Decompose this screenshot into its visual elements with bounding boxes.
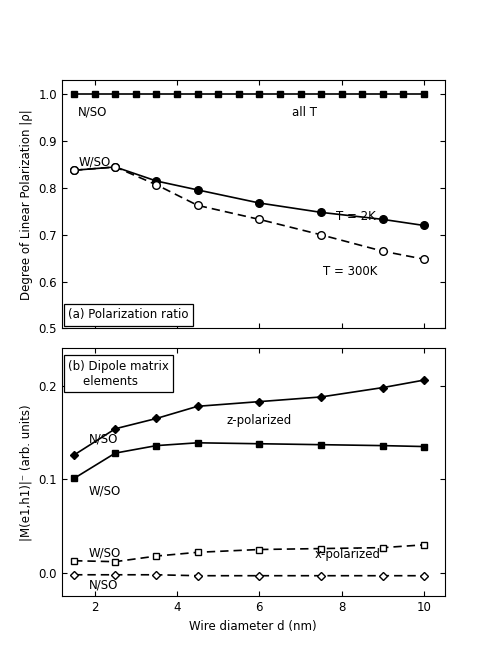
Text: (a) Polarization ratio: (a) Polarization ratio — [68, 308, 188, 322]
Text: W/SO: W/SO — [88, 484, 121, 497]
X-axis label: Wire diameter d (nm): Wire diameter d (nm) — [189, 620, 317, 632]
Text: all T: all T — [292, 106, 317, 119]
Text: N/SO: N/SO — [78, 106, 108, 119]
Text: W/SO: W/SO — [78, 155, 111, 168]
Text: T = 300K: T = 300K — [323, 265, 377, 278]
Y-axis label: |M(e1,h1)|⁻ (arb. units): |M(e1,h1)|⁻ (arb. units) — [20, 404, 33, 541]
Text: W/SO: W/SO — [88, 547, 121, 559]
Text: T = 2K: T = 2K — [335, 210, 375, 222]
Text: N/SO: N/SO — [88, 433, 118, 446]
Text: x-polarized: x-polarized — [315, 547, 381, 561]
Text: N/SO: N/SO — [88, 579, 118, 592]
Text: (b) Dipole matrix
    elements: (b) Dipole matrix elements — [68, 360, 169, 387]
Y-axis label: Degree of Linear Polarization |ρ|: Degree of Linear Polarization |ρ| — [20, 109, 33, 299]
Text: z-polarized: z-polarized — [226, 414, 291, 427]
